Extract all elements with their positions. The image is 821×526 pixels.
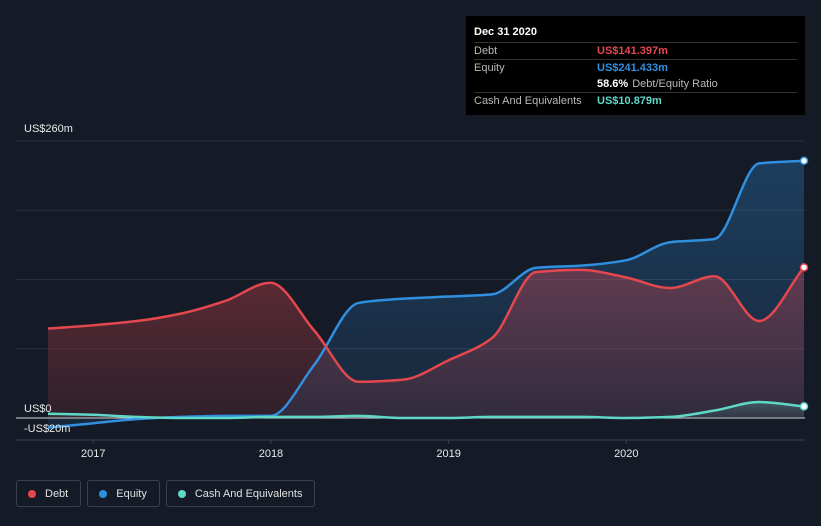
tooltip-row-cash: Cash And Equivalents US$10.879m (474, 92, 797, 109)
cash-end-marker (799, 402, 809, 411)
x-tick-label: 2018 (259, 448, 283, 460)
y-tick-label: -US$20m (24, 423, 70, 435)
tooltip-panel: Dec 31 2020 Debt US$141.397m Equity US$2… (466, 16, 805, 115)
tooltip-ratio-value: 58.6% (597, 78, 629, 90)
x-tick-label: 2019 (436, 448, 460, 460)
equity-dot-icon (99, 489, 108, 498)
tooltip-debt-value: US$141.397m (597, 45, 668, 57)
legend-label-equity: Equity (116, 487, 147, 500)
legend-label-debt: Debt (45, 487, 69, 500)
legend-label-cash: Cash And Equivalents (194, 487, 303, 500)
legend-item-cash[interactable]: Cash And Equivalents (165, 480, 316, 507)
y-tick-label: US$260m (24, 123, 73, 135)
tooltip-equity-value: US$241.433m (597, 62, 668, 74)
tooltip-equity-key: Equity (474, 62, 505, 74)
tooltip-date: Dec 31 2020 (474, 26, 537, 38)
debt-dot-icon (28, 489, 36, 498)
tooltip-row-debt: Debt US$141.397m (474, 42, 797, 59)
equity-end-marker (799, 156, 809, 166)
y-tick-label: US$0 (24, 403, 52, 415)
tooltip-cash-value: US$10.879m (597, 95, 662, 107)
debt-line (47, 266, 805, 384)
legend-item-equity[interactable]: Equity (87, 480, 160, 507)
x-tick-label: 2020 (614, 448, 638, 460)
debt-end-marker (799, 263, 809, 272)
tooltip-row-ratio: 58.6% Debt/Equity Ratio (474, 76, 797, 92)
cash-dot-icon (177, 489, 186, 498)
tooltip-cash-key: Cash And Equivalents (474, 95, 582, 107)
tooltip-debt-key: Debt (474, 45, 498, 57)
legend-item-debt[interactable]: Debt (16, 480, 82, 507)
debt-area (48, 267, 804, 418)
chart-legend: Debt Equity Cash And Equivalents (16, 480, 316, 507)
x-tick-label: 2017 (81, 448, 105, 460)
tooltip-ratio-label: Debt/Equity Ratio (632, 78, 718, 90)
tooltip-row-equity: Equity US$241.433m (474, 59, 797, 76)
cash-line (47, 400, 805, 420)
